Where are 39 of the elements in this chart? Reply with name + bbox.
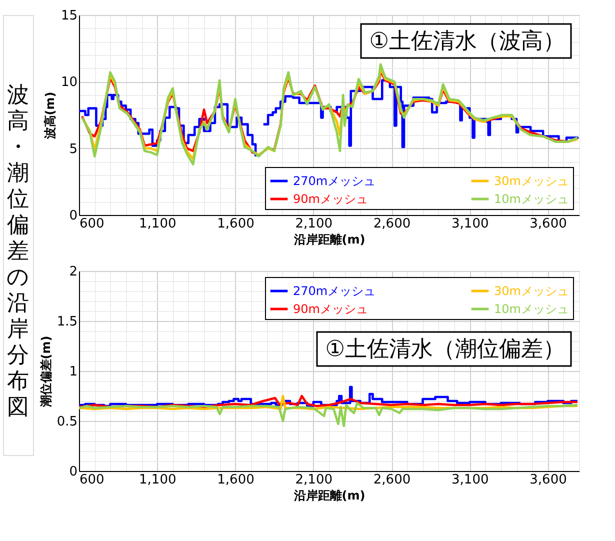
line-series <box>79 402 579 428</box>
y-tick-label: 2 <box>69 264 78 280</box>
x-tick-label: 3,100 <box>452 216 489 232</box>
y-axis-title: 潮位偏差(m) <box>38 336 53 408</box>
text: 90mメッシュ <box>293 302 368 316</box>
text: 30mメッシュ <box>494 284 569 298</box>
y-axis-title: 波高(m) <box>42 92 57 140</box>
chart-title: 波高・潮位偏差の沿岸分布図 <box>6 83 30 420</box>
annotation: ①土佐清水（波高） <box>369 29 565 54</box>
x-tick-label: 1,100 <box>139 216 176 232</box>
y-tick-label: 1 <box>69 364 78 380</box>
x-tick-label: 1,600 <box>217 216 254 232</box>
x-tick-label: 2,600 <box>373 216 411 232</box>
x-tick-label: 3,600 <box>530 216 567 232</box>
legend-label: 270mメッシュ <box>293 174 376 188</box>
legend-label: 10mメッシュ <box>494 192 569 206</box>
y-tick-label: 0.5 <box>56 414 78 430</box>
y-tick-label: 10 <box>60 75 78 90</box>
annotation: ①土佐清水（潮位偏差） <box>325 337 565 362</box>
x-tick-label: 3,100 <box>452 472 489 488</box>
text: 270mメッシュ <box>293 284 376 298</box>
x-tick-label: 3,600 <box>530 472 567 488</box>
y-tick-label: 1.5 <box>56 314 78 330</box>
text: 10mメッシュ <box>494 302 569 316</box>
x-tick-label: 2,100 <box>295 472 332 488</box>
legend-label: 30mメッシュ <box>494 174 569 188</box>
x-axis-title: 沿岸距離(m) <box>292 488 366 502</box>
y-tick-label: 0 <box>69 208 78 224</box>
legend-label: 90mメッシュ <box>293 192 368 206</box>
x-tick-label: 1,600 <box>217 472 254 488</box>
x-axis-title: 沿岸距離(m) <box>292 232 366 246</box>
x-tick-label: 600 <box>80 472 104 488</box>
x-tick-label: 600 <box>80 216 104 232</box>
y-tick-label: 15 <box>60 8 78 24</box>
y-tick-label: 5 <box>69 142 78 157</box>
y-tick-label: 0 <box>69 464 78 480</box>
x-tick-label: 2,600 <box>373 472 411 488</box>
x-tick-label: 2,100 <box>295 216 332 232</box>
x-tick-label: 1,100 <box>139 472 176 488</box>
